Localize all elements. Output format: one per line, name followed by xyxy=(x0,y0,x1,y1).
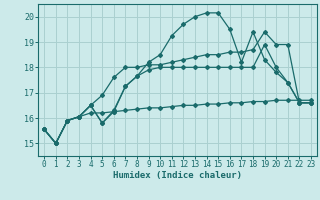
X-axis label: Humidex (Indice chaleur): Humidex (Indice chaleur) xyxy=(113,171,242,180)
